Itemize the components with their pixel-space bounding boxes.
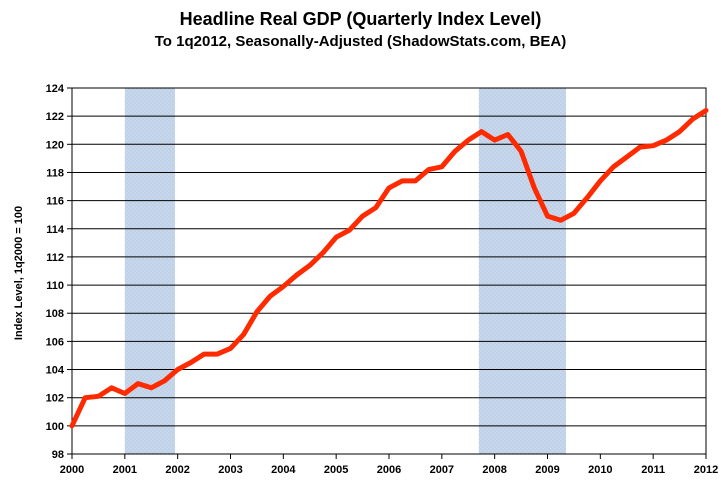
x-tick-label: 2004	[271, 464, 296, 476]
y-tick-label: 118	[46, 167, 64, 179]
y-tick-label: 106	[46, 336, 64, 348]
y-tick-label: 98	[52, 449, 64, 461]
y-tick-label: 102	[46, 393, 64, 405]
data-point	[163, 380, 165, 382]
data-point	[599, 180, 601, 182]
recession-bands	[124, 88, 566, 454]
data-point	[256, 311, 258, 313]
data-point	[507, 133, 509, 135]
data-point	[190, 362, 192, 363]
data-point	[705, 110, 707, 112]
data-point	[480, 131, 482, 133]
data-point	[111, 387, 113, 389]
data-point	[269, 295, 271, 297]
recession-band	[124, 88, 176, 454]
data-point	[322, 252, 324, 254]
y-tick-label: 124	[46, 83, 65, 95]
data-point	[428, 169, 430, 171]
x-tick-label: 2003	[218, 464, 242, 476]
data-point	[520, 150, 522, 152]
data-point	[441, 166, 443, 168]
data-point	[296, 274, 298, 276]
y-tick-label: 104	[46, 365, 65, 377]
data-point	[401, 180, 403, 182]
data-point	[309, 264, 311, 266]
y-tick-label: 108	[46, 308, 64, 320]
data-point	[177, 369, 179, 371]
data-point	[137, 383, 139, 385]
y-tick-label: 100	[46, 421, 64, 433]
axis-ticks: 98 100 102 104 106 108 110 112 114 116 118 120 122 12…	[46, 83, 719, 476]
recession-band	[478, 88, 566, 454]
data-point	[613, 166, 615, 168]
y-tick-label: 110	[46, 280, 64, 292]
data-point	[362, 215, 364, 217]
data-point	[348, 229, 350, 231]
x-tick-label: 2000	[60, 464, 84, 476]
data-point	[216, 353, 218, 355]
series-layer	[69, 108, 709, 429]
x-tick-label: 2010	[588, 464, 612, 476]
y-tick-label: 114	[46, 224, 65, 236]
data-point	[639, 146, 641, 148]
y-axis-label: Index Level, 1q2000 = 100	[13, 206, 25, 340]
data-point	[203, 353, 205, 355]
data-point	[692, 118, 694, 120]
data-point	[467, 139, 469, 141]
data-point	[494, 139, 496, 141]
x-tick-label: 2011	[641, 464, 665, 476]
data-point	[586, 197, 588, 199]
data-point	[243, 333, 245, 335]
x-tick-label: 2007	[430, 464, 454, 476]
data-point	[573, 212, 575, 214]
data-point	[335, 236, 337, 238]
data-point	[679, 131, 681, 133]
y-tick-label: 120	[46, 139, 64, 151]
x-tick-label: 2005	[324, 464, 348, 476]
data-point	[414, 180, 416, 182]
data-point	[388, 187, 390, 189]
data-point	[124, 392, 126, 394]
chart-title: Headline Real GDP (Quarterly Index Level…	[179, 9, 542, 29]
y-tick-label: 116	[46, 196, 64, 208]
y-tick-label: 112	[46, 252, 64, 264]
x-tick-label: 2009	[535, 464, 559, 476]
data-point	[665, 139, 667, 141]
data-point	[547, 215, 548, 217]
data-point	[626, 156, 628, 158]
x-tick-label: 2001	[113, 464, 137, 476]
x-tick-label: 2012	[694, 464, 718, 476]
x-tick-label: 2006	[377, 464, 401, 476]
data-point	[533, 187, 535, 189]
data-point	[652, 145, 654, 147]
data-point	[230, 347, 231, 349]
data-point	[84, 397, 86, 399]
chart-subtitle: To 1q2012, Seasonally-Adjusted (ShadowSt…	[154, 33, 567, 50]
data-point	[560, 219, 562, 221]
data-point	[375, 207, 377, 209]
data-point	[71, 425, 73, 427]
x-tick-label: 2002	[165, 464, 189, 476]
data-point	[282, 285, 284, 287]
data-point	[150, 387, 152, 389]
data-point	[97, 395, 99, 397]
data-point	[454, 150, 456, 152]
y-tick-label: 122	[46, 111, 64, 123]
x-tick-label: 2008	[482, 464, 506, 476]
